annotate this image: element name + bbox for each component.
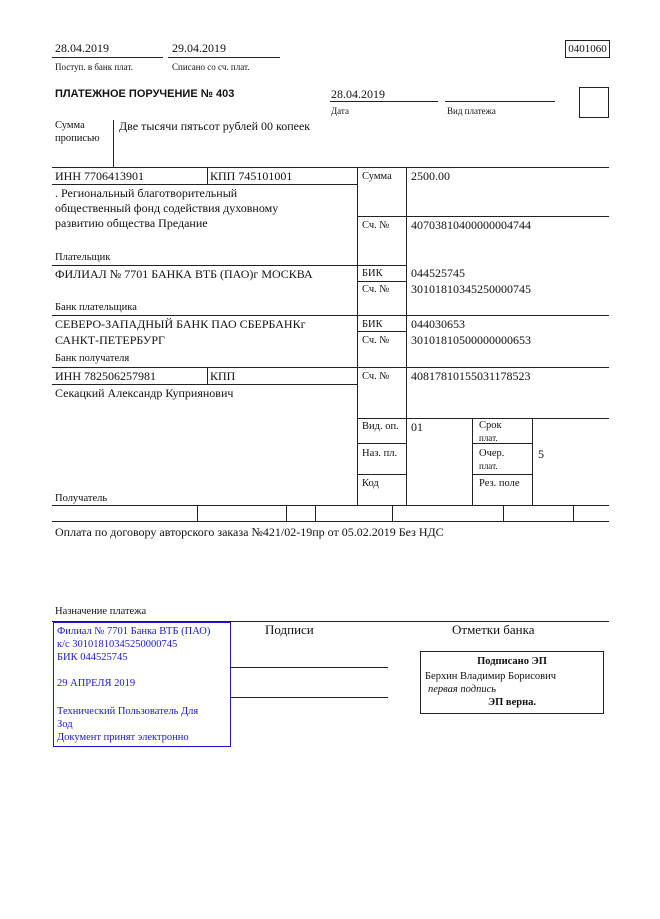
debited-label: Списано со сч. плат. <box>172 62 250 72</box>
form-code: 0401060 <box>565 40 610 58</box>
payer-bank-account: 30101810345250000745 <box>411 282 531 296</box>
op-type: 01 <box>411 420 423 434</box>
order-label: Очер. <box>479 448 505 459</box>
payee-account: 40817810155031178523 <box>411 369 531 383</box>
payment-type-box <box>579 87 609 118</box>
amount-words-label: Сумма <box>55 120 85 131</box>
payer-name-1: . Региональный благотворительный <box>55 186 238 200</box>
term-label-2: плат. <box>479 433 498 443</box>
bank-marks-label: Отметки банка <box>452 622 535 637</box>
e-signature-name: Берхин Владимир Борисович <box>425 671 556 682</box>
amount-words: Две тысячи пятьсот рублей 00 копеек <box>119 119 311 133</box>
payee-inn: ИНН 782506257981 <box>55 369 156 383</box>
payee-bank-label: Банк получателя <box>55 353 130 364</box>
amount-words-label-2: прописью <box>55 133 100 144</box>
e-signature-title: Подписано ЭП <box>477 656 547 667</box>
purpose-text: Оплата по договору авторского заказа №42… <box>55 525 444 539</box>
stamp-line: Технический Пользователь Для <box>57 706 199 717</box>
amount-label: Сумма <box>362 171 392 182</box>
payee-bank-account: 30101810500000000653 <box>411 333 531 347</box>
received-date: 28.04.2019 <box>55 41 109 55</box>
order-value: 5 <box>538 447 544 461</box>
payment-type-label: Вид платежа <box>447 106 496 116</box>
payer-account: 40703810400000004744 <box>411 218 531 232</box>
stamp-date: 29 АПРЕЛЯ 2019 <box>57 678 136 689</box>
payer-label: Плательщик <box>55 252 111 263</box>
payer-bank-bik: 044525745 <box>411 266 465 280</box>
stamp-line: БИК 044525745 <box>57 652 128 663</box>
purpose-code-label: Наз. пл. <box>362 448 398 459</box>
payee-label: Получатель <box>55 493 108 504</box>
payee-kpp: КПП <box>210 369 236 383</box>
bank-stamp: Филиал № 7701 Банка ВТБ (ПАО) к/с 301018… <box>53 622 231 747</box>
e-signature-box: Подписано ЭП Берхин Владимир Борисович п… <box>420 651 604 714</box>
term-label: Срок <box>479 420 502 431</box>
payee-bank-bik-label: БИК <box>362 319 383 330</box>
date-value: 28.04.2019 <box>331 87 385 101</box>
date-label: Дата <box>331 106 349 116</box>
order-label-2: плат. <box>479 461 498 471</box>
payee-account-label: Сч. № <box>362 371 390 382</box>
payer-name-2: общественный фонд содействия духовному <box>55 201 279 215</box>
e-signature-role: первая подпись <box>428 684 497 695</box>
payer-bank-account-label: Сч. № <box>362 284 390 295</box>
payer-kpp: КПП 745101001 <box>210 169 293 183</box>
payee-bank-account-label: Сч. № <box>362 335 390 346</box>
payer-bank-name: ФИЛИАЛ № 7701 БАНКА ВТБ (ПАО)г МОСКВА <box>55 267 313 281</box>
payer-bank-label: Банк плательщика <box>55 302 137 313</box>
payer-bank-bik-label: БИК <box>362 268 383 279</box>
debited-date: 29.04.2019 <box>172 41 226 55</box>
payer-account-label: Сч. № <box>362 220 390 231</box>
received-label: Поступ. в банк плат. <box>55 62 133 72</box>
stamp-line: Филиал № 7701 Банка ВТБ (ПАО) <box>57 626 211 637</box>
e-signature-status: ЭП верна. <box>488 697 537 708</box>
payer-name-3: развитию общества Предание <box>55 216 208 230</box>
payee-bank-name-2: САНКТ-ПЕТЕРБУРГ <box>55 333 165 347</box>
page-title: ПЛАТЕЖНОЕ ПОРУЧЕНИЕ № 403 <box>55 88 235 100</box>
payee-name: Секацкий Александр Куприянович <box>55 386 234 400</box>
stamp-line: Зод <box>57 719 73 730</box>
payer-inn: ИНН 7706413901 <box>55 169 144 183</box>
payee-bank-name-1: СЕВЕРО-ЗАПАДНЫЙ БАНК ПАО СБЕРБАНКг <box>55 317 306 331</box>
code-label: Код <box>362 478 379 489</box>
signatures-label: Подписи <box>265 622 314 637</box>
amount-value: 2500.00 <box>411 169 450 183</box>
op-type-label: Вид. оп. <box>362 421 399 432</box>
reserve-label: Рез. поле <box>479 478 520 489</box>
stamp-line: Документ принят электронно <box>57 732 189 743</box>
purpose-label: Назначение платежа <box>55 606 147 617</box>
stamp-line: к/с 30101810345250000745 <box>57 639 178 650</box>
payee-bank-bik: 044030653 <box>411 317 465 331</box>
